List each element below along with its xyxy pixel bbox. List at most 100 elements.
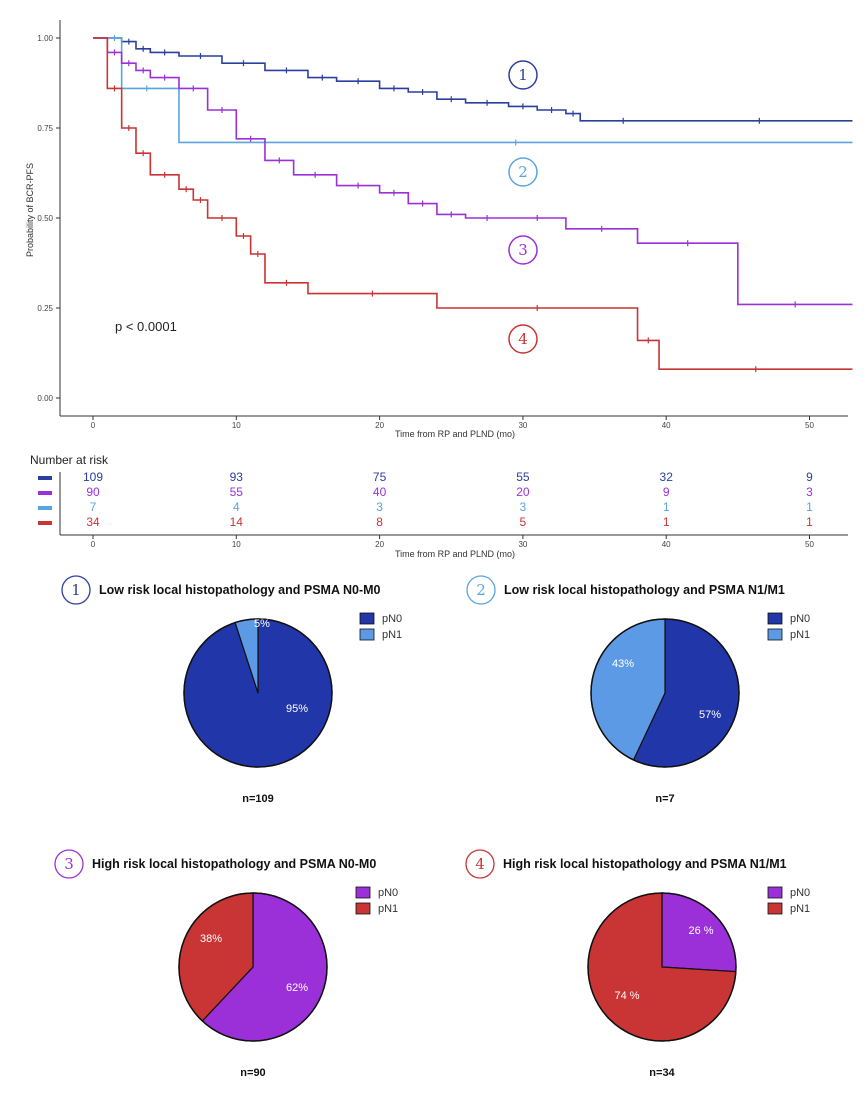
pie-number-circle	[54, 849, 84, 879]
x-tick-label: 20	[375, 421, 384, 430]
curve-marker-circle	[508, 324, 538, 354]
risk-cell: 34	[86, 515, 100, 529]
km-y-ticks: 0.00 0.25 0.50 0.75 1.00	[37, 34, 60, 403]
curve-marker-circle	[508, 60, 538, 90]
risk-cell: 7	[90, 500, 97, 514]
pie-title: High risk local histopathology and PSMA …	[503, 857, 787, 871]
km-curves	[93, 35, 853, 373]
pie-number: 3	[64, 855, 74, 873]
risk-x-axis-label: Time from RP and PLND (mo)	[395, 549, 515, 559]
pie-slice-label: 62%	[286, 982, 308, 994]
legend-label: pN1	[378, 903, 398, 915]
risk-x-ticks: 0 10 20 30 40 50	[91, 535, 814, 549]
legend-swatch	[359, 628, 375, 641]
pie-number-circle	[466, 575, 496, 605]
risk-row-swatch	[38, 506, 52, 510]
legend-swatch	[767, 902, 783, 915]
pie-title: Low risk local histopathology and PSMA N…	[99, 583, 381, 597]
legend-label: pN1	[790, 903, 810, 915]
curve-marker-number: 1	[518, 66, 528, 84]
pie-n-label: n=90	[240, 1067, 265, 1079]
risk-row: 109 93 75 55 32 9	[38, 470, 813, 484]
km-y-axis-label: Probability of BCR-PFS	[25, 163, 35, 257]
y-tick-label: 0.25	[37, 304, 53, 313]
legend-swatch	[355, 886, 371, 899]
risk-cell: 32	[660, 470, 674, 484]
legend-label: pN1	[382, 629, 402, 641]
curve-number-markers: 1 2 3 4	[508, 60, 538, 354]
risk-row-swatch	[38, 521, 52, 525]
curve-marker-number: 2	[518, 163, 528, 181]
x-tick-label: 40	[662, 421, 671, 430]
legend-label: pN0	[382, 613, 402, 625]
risk-cell: 1	[663, 515, 670, 529]
x-tick-label: 30	[518, 421, 527, 430]
pie-n-label: n=34	[649, 1067, 675, 1079]
legend-swatch	[767, 886, 783, 899]
pie-panels: 1 Low risk local histopathology and PSMA …	[54, 575, 810, 1079]
curve-marker-3: 3	[508, 235, 538, 265]
x-tick-label: 0	[91, 421, 96, 430]
pie-panel-2: 2 Low risk local histopathology and PSMA …	[466, 575, 810, 805]
legend-label: pN1	[790, 629, 810, 641]
legend-label: pN0	[790, 613, 810, 625]
risk-row: 7 4 3 3 1 1	[38, 500, 813, 514]
risk-row-swatch	[38, 476, 52, 480]
pie-outline	[590, 618, 740, 768]
risk-cell: 1	[806, 515, 813, 529]
km-curve-1	[93, 37, 853, 122]
pie-number: 1	[71, 581, 81, 599]
curve-marker-circle	[508, 235, 538, 265]
risk-cell: 55	[230, 485, 244, 499]
km-x-axis-label: Time from RP and PLND (mo)	[395, 429, 515, 439]
curve-marker-4: 4	[508, 324, 538, 354]
risk-row: 34 14 8 5 1 1	[38, 515, 813, 529]
curve-marker-number: 3	[518, 241, 528, 259]
risk-x-tick-label: 20	[375, 540, 384, 549]
risk-cell: 5	[520, 515, 527, 529]
risk-table: Number at risk 109 93 75 55 32 990 55 40 20 9 37 4 3…	[30, 453, 848, 559]
risk-row-swatch	[38, 491, 52, 495]
legend-swatch	[767, 628, 783, 641]
pie-outline	[587, 892, 737, 1042]
pie-title: High risk local histopathology and PSMA …	[92, 857, 376, 871]
legend-swatch	[355, 902, 371, 915]
legend-label: pN0	[378, 887, 398, 899]
risk-cell: 3	[806, 485, 813, 499]
risk-table-title: Number at risk	[30, 453, 109, 467]
risk-cell: 55	[516, 470, 530, 484]
risk-x-tick-label: 40	[662, 540, 671, 549]
pie-number-circle	[61, 575, 91, 605]
pie-n-label: n=109	[242, 793, 274, 805]
risk-row: 90 55 40 20 9 3	[38, 485, 813, 499]
pie-slice-label: 5%	[254, 618, 270, 630]
legend-swatch	[767, 612, 783, 625]
risk-cell: 9	[806, 470, 813, 484]
risk-cell: 8	[376, 515, 383, 529]
risk-x-tick-label: 50	[805, 540, 814, 549]
y-tick-label: 0.50	[37, 214, 53, 223]
pie-panel-3: 3 High risk local histopathology and PSMA…	[54, 849, 398, 1079]
x-tick-label: 50	[805, 421, 814, 430]
curve-marker-1: 1	[508, 60, 538, 90]
curve-marker-number: 4	[518, 330, 528, 348]
pie-slice-label: 74 %	[614, 990, 639, 1002]
risk-cell: 1	[663, 500, 670, 514]
pie-panel-1: 1 Low risk local histopathology and PSMA …	[61, 575, 402, 805]
pie-slice-label: 38%	[200, 933, 222, 945]
legend-label: pN0	[790, 887, 810, 899]
km-plot: 0.00 0.25 0.50 0.75 1.00 0 10 20 30 40 50 Probabi…	[25, 20, 853, 439]
risk-cell: 1	[806, 500, 813, 514]
pie-slice-label: 57%	[699, 709, 721, 721]
pie-outline	[178, 892, 328, 1042]
legend-swatch	[359, 612, 375, 625]
risk-cell: 20	[516, 485, 530, 499]
pie-n-label: n=7	[655, 793, 674, 805]
pie-slice-label: 95%	[286, 703, 308, 715]
y-tick-label: 0.00	[37, 394, 53, 403]
risk-cell: 3	[520, 500, 527, 514]
pie-number: 2	[476, 581, 486, 599]
risk-x-tick-label: 10	[232, 540, 241, 549]
pie-slice-label: 26 %	[688, 925, 713, 937]
